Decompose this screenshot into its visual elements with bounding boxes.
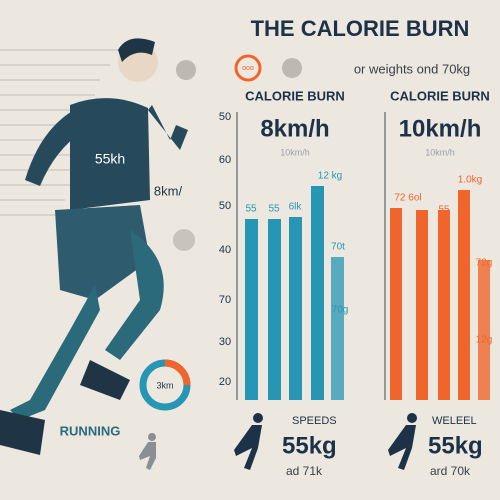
runner-illustration [0, 38, 188, 455]
axis-label: 20 [219, 376, 231, 388]
bar-label: 55 [438, 205, 450, 216]
badge-text: ooo [242, 65, 254, 72]
axis-label: 60 [219, 154, 231, 166]
bar-label: 72g [476, 258, 493, 269]
shirt-label: 55kh [95, 151, 125, 167]
small-runner-icon [139, 433, 156, 470]
panel-heading: CALORIE BURN [245, 88, 345, 103]
bar-label: 12 kg [318, 171, 342, 182]
footer-label: WELEEL [432, 415, 477, 427]
subtitle: or weights ond 70kg [354, 61, 470, 76]
bar-label: 6lk [289, 202, 303, 213]
axis-label: 30 [219, 336, 231, 348]
icon [282, 58, 302, 78]
bars [245, 186, 344, 400]
bar-label: 12g [476, 335, 493, 346]
bar-label: 55 [268, 204, 280, 215]
faded-speed: 10km/h [280, 147, 310, 157]
footer-weight: 55kg [282, 432, 337, 459]
footer-note: ard 70k [430, 464, 471, 478]
panel-heading: CALORIE BURN [390, 88, 490, 103]
bar-label: 70g [332, 305, 349, 316]
bars [390, 190, 490, 400]
axis-label: 50 [219, 111, 231, 123]
badge-icon [234, 54, 262, 82]
runner-icon [234, 413, 417, 470]
speed-label: 8km/ [154, 183, 183, 198]
footer-note: ad 71k [286, 464, 323, 478]
bar-label: 1.0kg [458, 175, 482, 186]
donut-label: 3km [156, 380, 173, 390]
bar-label: 72 6ol [394, 193, 421, 204]
footer-weight: 55kg [428, 432, 483, 459]
panel-speed: 8km/h [260, 115, 329, 142]
faded-speed: 10km/h [425, 147, 455, 157]
icon [173, 229, 195, 251]
title: THE CALORIE BURN [251, 16, 470, 41]
axis-label: 50 [219, 200, 231, 212]
footer-label: SPEEDS [292, 415, 337, 427]
axis-label: 40 [219, 244, 231, 256]
icon [176, 60, 196, 80]
donut-segment [164, 359, 191, 386]
bar-label: 70t [331, 242, 345, 253]
axis-label: 70 [219, 294, 231, 306]
bar-label: 55 [245, 204, 257, 215]
caption: RUNNING [60, 423, 121, 438]
panel-speed: 10km/h [399, 115, 482, 142]
